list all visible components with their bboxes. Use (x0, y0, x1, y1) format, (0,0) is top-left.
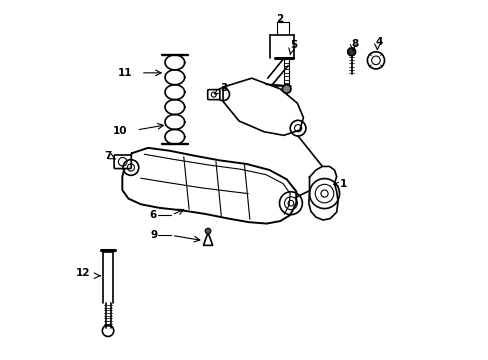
Text: 2: 2 (276, 14, 283, 24)
Polygon shape (122, 148, 296, 224)
Circle shape (205, 228, 210, 234)
Polygon shape (308, 166, 337, 220)
Circle shape (347, 48, 355, 56)
Text: 1: 1 (333, 179, 347, 189)
Text: 4: 4 (374, 37, 382, 48)
Text: 3: 3 (214, 83, 227, 94)
Polygon shape (203, 233, 212, 246)
Text: 7: 7 (104, 151, 111, 161)
Circle shape (282, 85, 290, 93)
Text: 8: 8 (350, 39, 357, 49)
FancyBboxPatch shape (207, 90, 220, 100)
Text: 6: 6 (149, 210, 157, 220)
Text: 5: 5 (289, 40, 297, 50)
Text: 10: 10 (113, 126, 127, 136)
FancyBboxPatch shape (114, 155, 131, 168)
Polygon shape (223, 78, 303, 135)
Text: 11: 11 (117, 68, 132, 78)
Text: 9: 9 (150, 230, 157, 240)
Text: 12: 12 (76, 268, 90, 278)
